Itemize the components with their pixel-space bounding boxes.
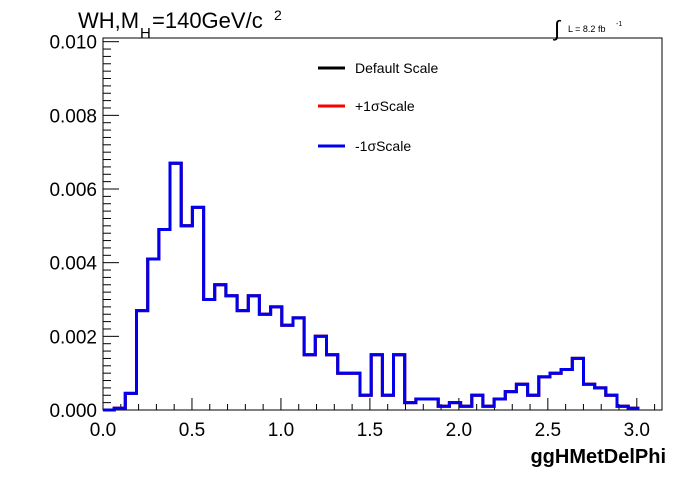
x-tick-label: 2.5 <box>535 420 561 441</box>
chart-title-rest: =140GeV/c <box>152 8 263 33</box>
x-tick-label: 1.0 <box>268 420 294 441</box>
y-tick-label: 0.004 <box>49 254 97 275</box>
y-tick-label: 0.008 <box>49 106 97 127</box>
lumi-label: L = 8.2 fb <box>568 24 605 34</box>
chart-title-sub: H <box>140 25 151 42</box>
x-tick-label: 1.5 <box>357 420 383 441</box>
x-axis-label: ggHMetDelPhi <box>530 446 666 468</box>
axis-ticks: 0.0 0.5 1.0 1.5 2.0 2.5 3.0 0.000 0.002 0.004 0.00… <box>49 33 656 441</box>
chart-title-sup: 2 <box>274 7 282 23</box>
legend: Default Scale +1σScale -1σScale <box>318 60 438 154</box>
x-tick-label: 0.5 <box>179 420 205 441</box>
integral-icon: ∫ <box>552 16 562 41</box>
x-tick-label: 0.0 <box>90 420 116 441</box>
lumi-sup: -1 <box>616 21 622 28</box>
y-tick-label: 0.002 <box>49 327 97 348</box>
x-tick-label: 3.0 <box>624 420 650 441</box>
chart-title-main: WH,M <box>78 8 139 33</box>
series-line <box>103 161 640 412</box>
legend-label: -1σScale <box>355 138 411 154</box>
y-tick-label: 0.000 <box>49 401 97 422</box>
legend-label: +1σScale <box>355 98 415 114</box>
x-tick-label: 2.0 <box>446 420 472 441</box>
series-layer <box>103 161 640 412</box>
plot-frame <box>102 37 663 411</box>
y-tick-label: 0.006 <box>49 180 97 201</box>
legend-label: Default Scale <box>355 60 438 76</box>
y-tick-label: 0.010 <box>49 33 97 54</box>
